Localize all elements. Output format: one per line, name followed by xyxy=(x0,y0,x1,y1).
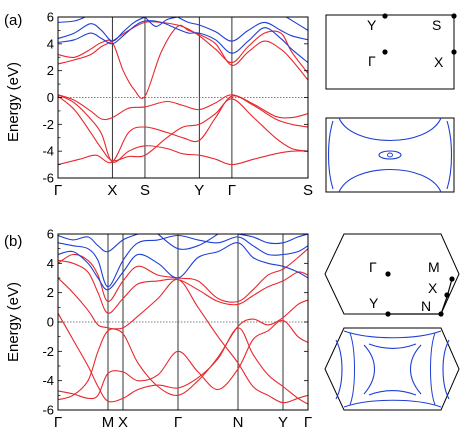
bz-label-S: S xyxy=(432,17,441,33)
band-blue-7 xyxy=(58,20,308,64)
band-blue-6 xyxy=(58,242,308,291)
kpoint-label: S xyxy=(140,182,150,199)
bz-label-M: M xyxy=(428,259,440,275)
bz-point-M xyxy=(449,276,455,282)
fermi-contour xyxy=(363,344,376,395)
y-axis-title-a: Energy (eV) xyxy=(5,62,22,142)
kpoint-label: Γ xyxy=(304,414,312,431)
bz-point-X xyxy=(444,292,450,298)
fermi-contour xyxy=(338,168,442,193)
band-blue-7 xyxy=(58,234,308,288)
bz-point-Y xyxy=(382,13,388,19)
band-blue-6 xyxy=(58,17,146,42)
kpoint-label: Y xyxy=(194,182,204,199)
band-blue-8 xyxy=(58,234,139,253)
y-tick-label: -2 xyxy=(42,344,54,359)
kpoint-label: Γ xyxy=(54,182,62,199)
kpoint-label: Y xyxy=(278,414,288,431)
fermi-contour xyxy=(328,120,334,190)
fermi-contour xyxy=(409,344,422,395)
band-red-2 xyxy=(58,278,308,404)
inset-a-fermi-surface xyxy=(325,117,455,193)
fermi-contour xyxy=(349,332,355,406)
inset-b-fs-frame xyxy=(324,327,460,411)
band-structure-chart-a: -6 -4 -2 0 2 4 6 Γ X S Y Γ S xyxy=(42,10,313,200)
bz-point-gamma xyxy=(385,271,391,277)
band-blue-10 xyxy=(58,17,86,23)
y-tick-label: -6 xyxy=(42,403,54,418)
band-blue-11 xyxy=(286,17,308,31)
bz-label-gamma: Γ xyxy=(369,259,377,275)
bz-label-X: X xyxy=(434,54,444,70)
y-tick-label: 4 xyxy=(47,256,54,271)
fermi-pocket xyxy=(387,152,393,158)
y-tick-label: 0 xyxy=(47,315,54,330)
inset-b-fermi-surface xyxy=(324,327,460,411)
band-blue-9 xyxy=(157,234,219,250)
fermi-contour xyxy=(446,120,452,190)
y-tick-label: -4 xyxy=(42,373,54,388)
kpoint-label: M xyxy=(102,414,115,431)
kpoint-label: X xyxy=(107,182,117,199)
panel-label-b: (b) xyxy=(4,233,22,250)
band-red-0 xyxy=(58,312,308,405)
y-tick-label: -6 xyxy=(42,171,54,186)
kpoint-label: N xyxy=(233,414,244,431)
band-red-3 xyxy=(58,277,308,396)
band-blue-8 xyxy=(144,17,178,27)
bz-point-X xyxy=(451,49,457,55)
fermi-contour xyxy=(343,399,442,408)
band-red-2 xyxy=(58,95,308,162)
bz-label-gamma: Γ xyxy=(368,53,376,69)
y-tick-label: 2 xyxy=(47,63,54,78)
bands-a xyxy=(58,17,308,166)
y-tick-label: 0 xyxy=(47,90,54,105)
band-red-1 xyxy=(58,95,308,166)
y-tick-label: 4 xyxy=(47,36,54,51)
band-blue-10 xyxy=(237,234,308,245)
band-red-5 xyxy=(58,21,308,74)
band-red-4 xyxy=(58,259,308,314)
inset-a-fs-frame xyxy=(325,117,455,193)
inset-b-bz: Γ M X Y N xyxy=(324,233,460,317)
band-red-4 xyxy=(58,24,308,99)
band-red-0 xyxy=(58,94,308,166)
band-red-1 xyxy=(58,319,308,400)
y-tick-label: -2 xyxy=(42,117,54,132)
bz-point-S xyxy=(451,13,457,19)
fermi-contour xyxy=(368,389,417,396)
bz-point-Y xyxy=(385,311,391,317)
y-axis-title-b: Energy (eV) xyxy=(5,282,22,362)
fermi-contour xyxy=(338,117,442,142)
panel-label-a: (a) xyxy=(4,12,22,29)
fermi-contour xyxy=(343,330,442,339)
band-blue-9 xyxy=(177,17,308,42)
fermi-contour xyxy=(430,332,436,406)
y-tick-label: 6 xyxy=(47,10,54,25)
fermi-pocket xyxy=(378,150,402,160)
bz-point-gamma xyxy=(382,49,388,55)
bz-label-N: N xyxy=(421,298,431,314)
band-red-3 xyxy=(58,94,308,121)
bz-label-X: X xyxy=(428,280,438,296)
kpoint-label: Γ xyxy=(54,414,62,431)
kpoint-label: Γ xyxy=(228,182,236,199)
bz-label-Y: Y xyxy=(369,295,379,311)
inset-a-bz: Y S Γ X xyxy=(325,13,457,90)
bz-point-N xyxy=(438,311,444,317)
fermi-contour xyxy=(442,339,450,400)
kpoint-label: Γ xyxy=(174,414,182,431)
bands-b xyxy=(58,234,308,405)
fermi-contour xyxy=(335,339,343,400)
y-tick-label: -4 xyxy=(42,144,54,159)
kpoint-label: S xyxy=(303,182,313,199)
y-tick-label: 6 xyxy=(47,227,54,242)
y-tick-label: 2 xyxy=(47,285,54,300)
kpoint-label: X xyxy=(118,414,128,431)
bz-label-Y: Y xyxy=(367,17,377,33)
fermi-contour xyxy=(368,343,417,350)
